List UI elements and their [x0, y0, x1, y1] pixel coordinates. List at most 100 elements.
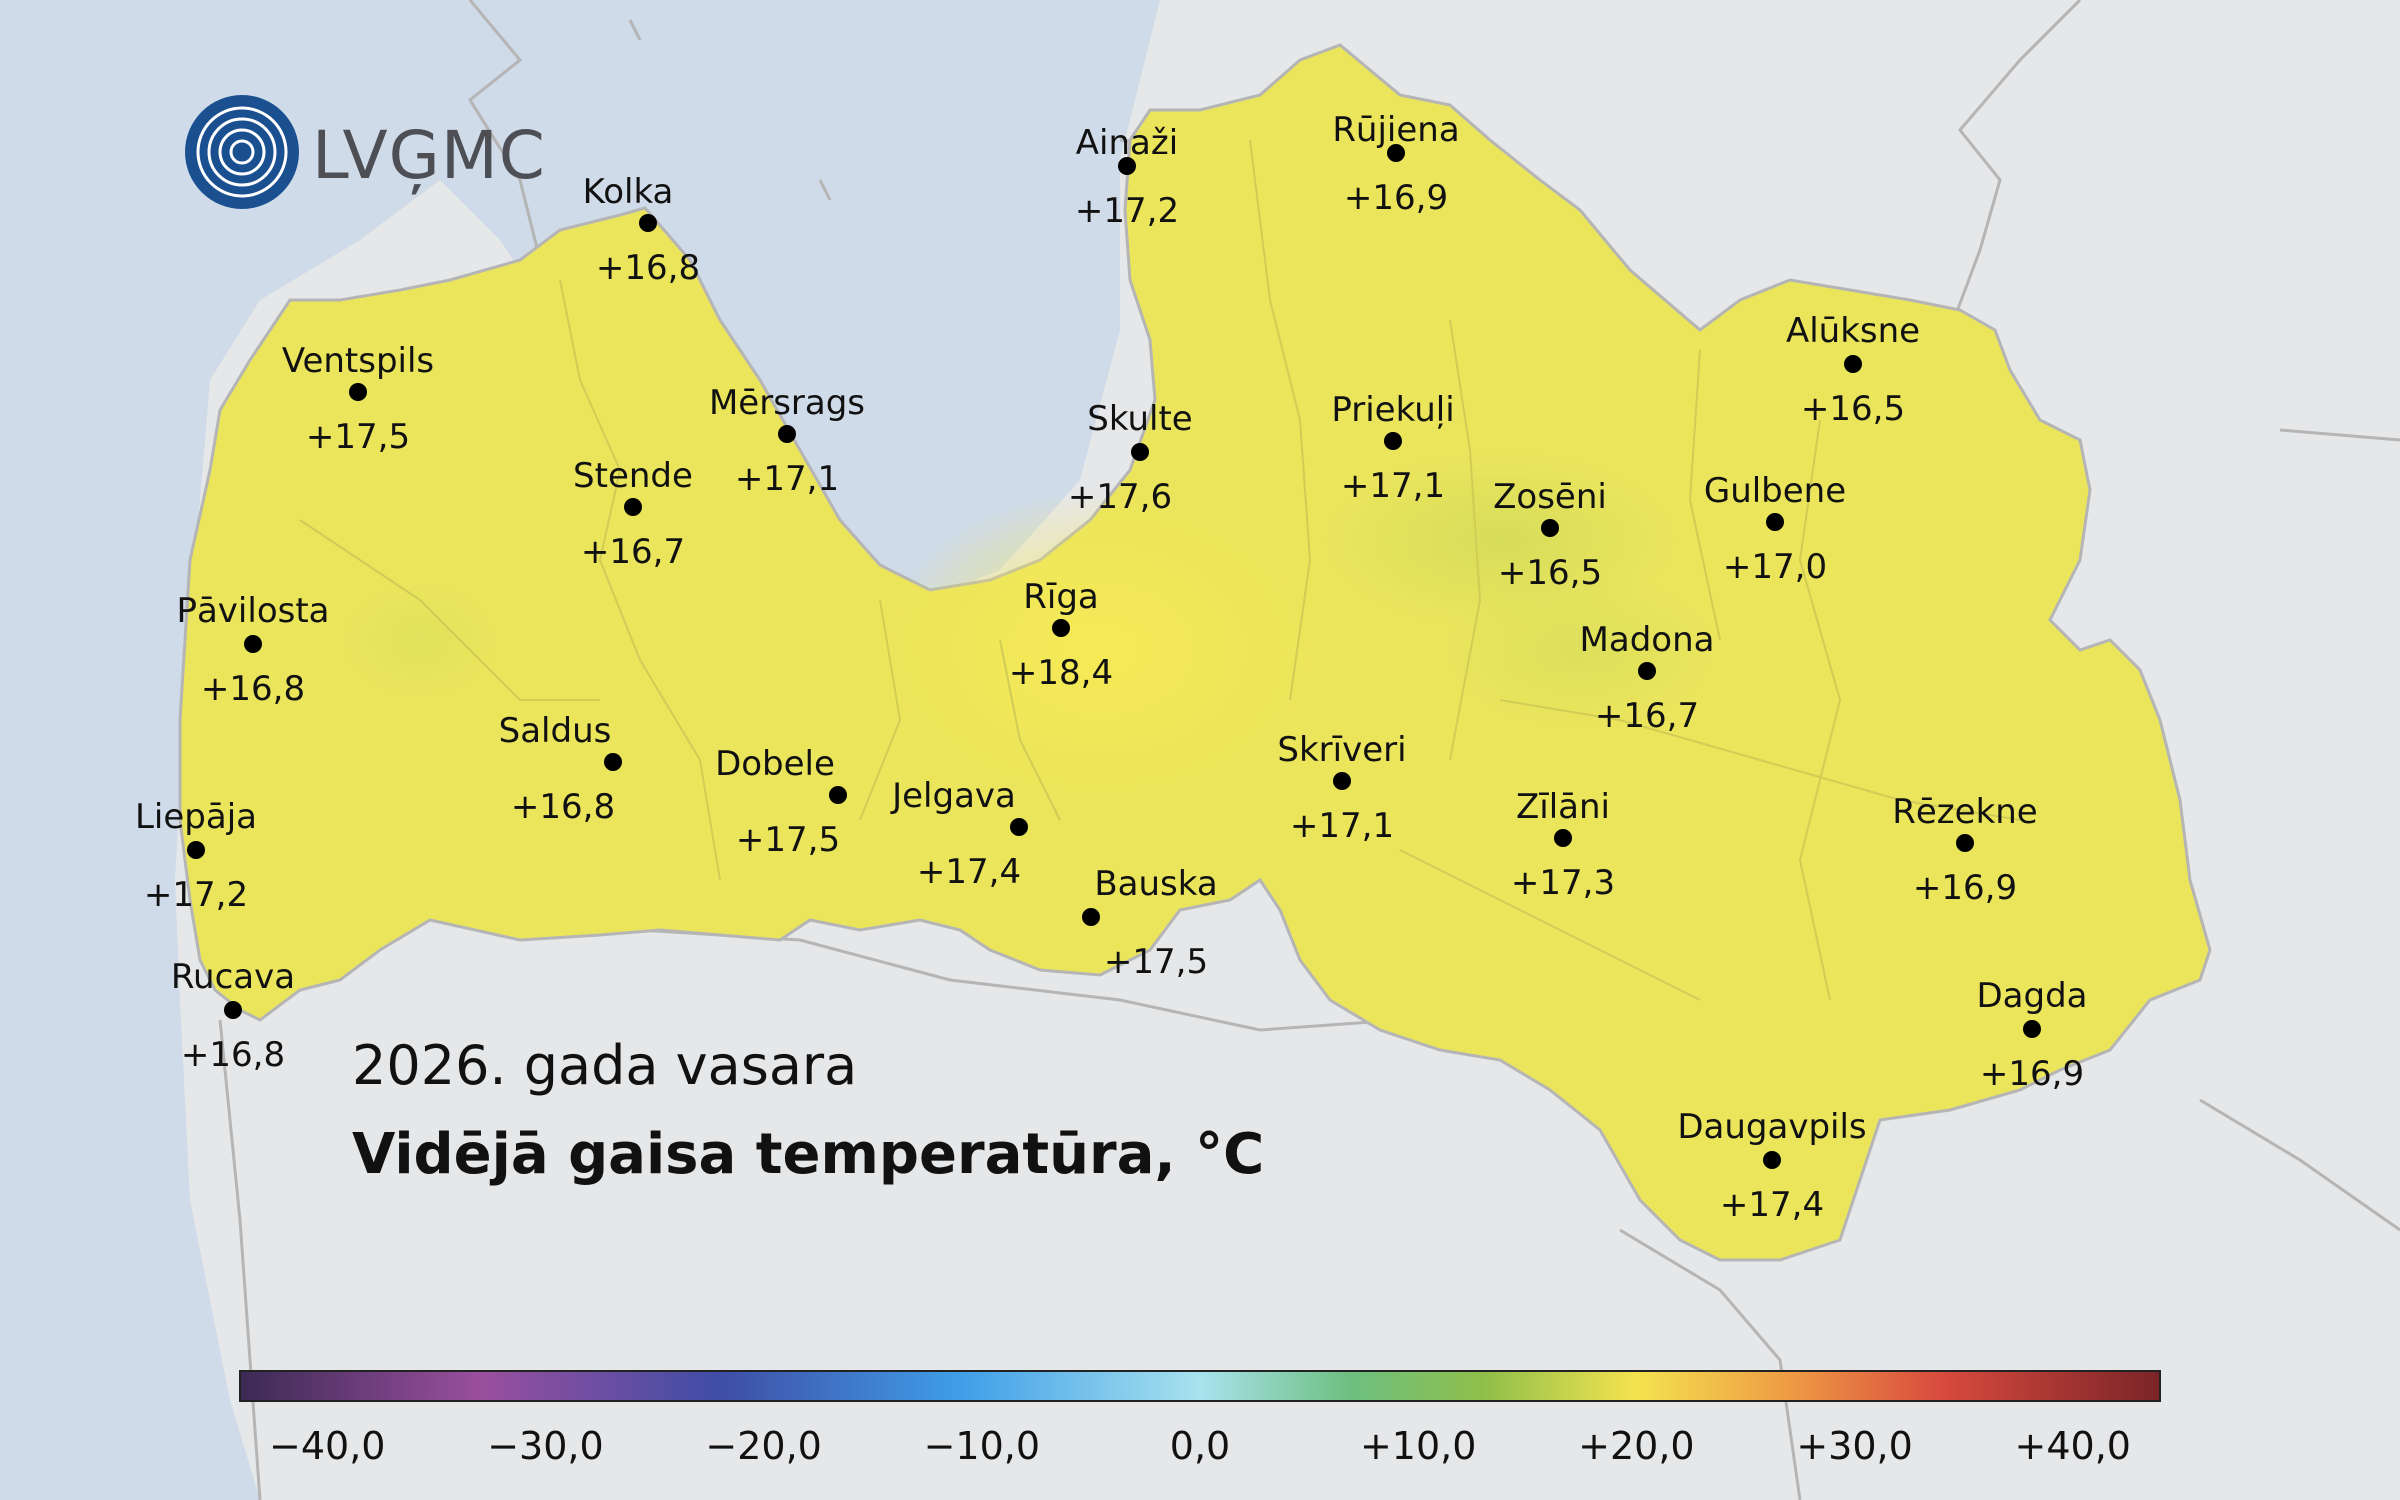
- colorbar-tick-label: −10,0: [924, 1424, 1040, 1468]
- station-marker: [244, 635, 262, 653]
- logo: LVĢMC: [185, 95, 546, 209]
- station-value: +16,9: [1913, 868, 2017, 908]
- station-value: +17,0: [1723, 547, 1827, 587]
- station-marker: [1956, 834, 1974, 852]
- colorbar-tick-label: +40,0: [2015, 1424, 2131, 1468]
- station-name: Skulte: [1087, 399, 1192, 439]
- station-value: +16,8: [511, 787, 615, 827]
- station-24: Daugavpils +17,4: [1677, 1107, 1866, 1225]
- station-2: Kolka +16,8: [583, 172, 700, 288]
- station-marker: [1118, 157, 1136, 175]
- station-value: +17,5: [736, 820, 840, 860]
- station-1: Rūjiena +16,9: [1332, 110, 1459, 218]
- station-name: Zosēni: [1493, 477, 1607, 517]
- station-marker: [1333, 772, 1351, 790]
- station-value: +16,8: [596, 248, 700, 288]
- station-3: Ventspils +17,5: [282, 341, 434, 457]
- station-0: Ainaži +17,2: [1075, 123, 1179, 231]
- colorbar-tick-label: +20,0: [1578, 1424, 1694, 1468]
- station-marker: [1766, 513, 1784, 531]
- station-marker: [1052, 619, 1070, 637]
- station-16: Skrīveri +17,1: [1277, 730, 1406, 846]
- station-name: Liepāja: [135, 797, 257, 837]
- station-value: +17,4: [1720, 1185, 1824, 1225]
- station-value: +16,7: [581, 532, 685, 572]
- station-value: +17,6: [1068, 477, 1172, 517]
- station-11: Pāvilosta +16,8: [176, 591, 329, 709]
- station-marker: [1010, 818, 1028, 836]
- station-value: +17,5: [1104, 942, 1208, 982]
- station-name: Priekuļi: [1331, 390, 1454, 430]
- station-name: Alūksne: [1786, 311, 1920, 351]
- station-value: +17,1: [735, 459, 839, 499]
- station-name: Rēzekne: [1892, 792, 2037, 832]
- colorbar-ticks: −40,0 −30,0 −20,0 −10,0 0,0 +10,0 +20,0 +30,0 +4…: [269, 1424, 2131, 1468]
- station-20: Liepāja +17,2: [135, 797, 257, 915]
- station-name: Bauska: [1094, 864, 1217, 904]
- station-name: Zīlāni: [1516, 787, 1610, 827]
- station-marker: [1082, 908, 1100, 926]
- map-title: Vidējā gaisa temperatūra, °C: [352, 1122, 1265, 1187]
- station-19: Rēzekne +16,9: [1892, 792, 2037, 908]
- station-5: Skulte +17,6: [1068, 399, 1193, 517]
- station-value: +16,7: [1595, 696, 1699, 736]
- station-name: Mērsrags: [709, 383, 865, 423]
- station-value: +16,5: [1801, 389, 1905, 429]
- station-value: +17,3: [1511, 863, 1615, 903]
- station-marker: [1844, 355, 1862, 373]
- station-marker: [1554, 829, 1572, 847]
- station-marker: [604, 753, 622, 771]
- station-name: Skrīveri: [1277, 730, 1406, 770]
- station-15: Dobele +17,5: [715, 744, 847, 860]
- colorbar-tick-label: −40,0: [269, 1424, 385, 1468]
- station-value: +16,9: [1344, 178, 1448, 218]
- station-name: Kolka: [583, 172, 674, 212]
- station-23: Dagda +16,9: [1976, 976, 2087, 1094]
- station-marker: [1131, 443, 1149, 461]
- station-marker: [778, 425, 796, 443]
- station-name: Rūjiena: [1332, 110, 1459, 150]
- station-name: Dagda: [1976, 976, 2087, 1016]
- municipal-borders: [299, 139, 2021, 1001]
- station-name: Saldus: [499, 711, 612, 751]
- colorbar-tick-label: −30,0: [487, 1424, 603, 1468]
- wave-circle-logo-icon: [185, 95, 299, 209]
- station-value: +18,4: [1009, 653, 1113, 693]
- station-value: +16,8: [201, 669, 305, 709]
- station-value: +16,8: [181, 1035, 285, 1075]
- colorbar: −40,0 −30,0 −20,0 −10,0 0,0 +10,0 +20,0 +30,0 +4…: [239, 1370, 2161, 1468]
- station-name: Jelgava: [890, 776, 1016, 816]
- station-value: +17,4: [917, 852, 1021, 892]
- station-21: Bauska +17,5: [1082, 864, 1218, 982]
- station-marker: [1763, 1151, 1781, 1169]
- station-name: Daugavpils: [1677, 1107, 1866, 1147]
- station-6: Priekuļi +17,1: [1331, 390, 1454, 506]
- station-12: Rīga +18,4: [1009, 577, 1113, 693]
- colorbar-tick-label: +30,0: [1796, 1424, 1912, 1468]
- station-name: Ventspils: [282, 341, 434, 381]
- station-8: Stende +16,7: [573, 456, 693, 572]
- station-marker: [624, 498, 642, 516]
- station-marker: [224, 1001, 242, 1019]
- station-marker: [639, 214, 657, 232]
- station-name: Pāvilosta: [176, 591, 329, 631]
- logo-text: LVĢMC: [312, 117, 546, 194]
- station-value: +17,5: [306, 417, 410, 457]
- station-marker: [1638, 662, 1656, 680]
- station-marker: [2023, 1020, 2041, 1038]
- station-value: +16,9: [1980, 1054, 2084, 1094]
- station-marker: [1387, 144, 1405, 162]
- sea-area: [0, 0, 1160, 1500]
- station-marker: [1541, 519, 1559, 537]
- station-value: +17,2: [1075, 191, 1179, 231]
- colorbar-tick-label: 0,0: [1170, 1424, 1230, 1468]
- station-name: Ainaži: [1076, 123, 1178, 163]
- station-4: Mērsrags +17,1: [709, 383, 865, 499]
- station-7: Alūksne +16,5: [1786, 311, 1920, 429]
- stations-layer: Ainaži +17,2 Rūjiena +16,9 Kolka +16,8 Ventspi…: [135, 110, 2088, 1225]
- station-9: Zosēni +16,5: [1493, 477, 1607, 593]
- station-value: +16,5: [1498, 553, 1602, 593]
- station-18: Zīlāni +17,3: [1511, 787, 1615, 903]
